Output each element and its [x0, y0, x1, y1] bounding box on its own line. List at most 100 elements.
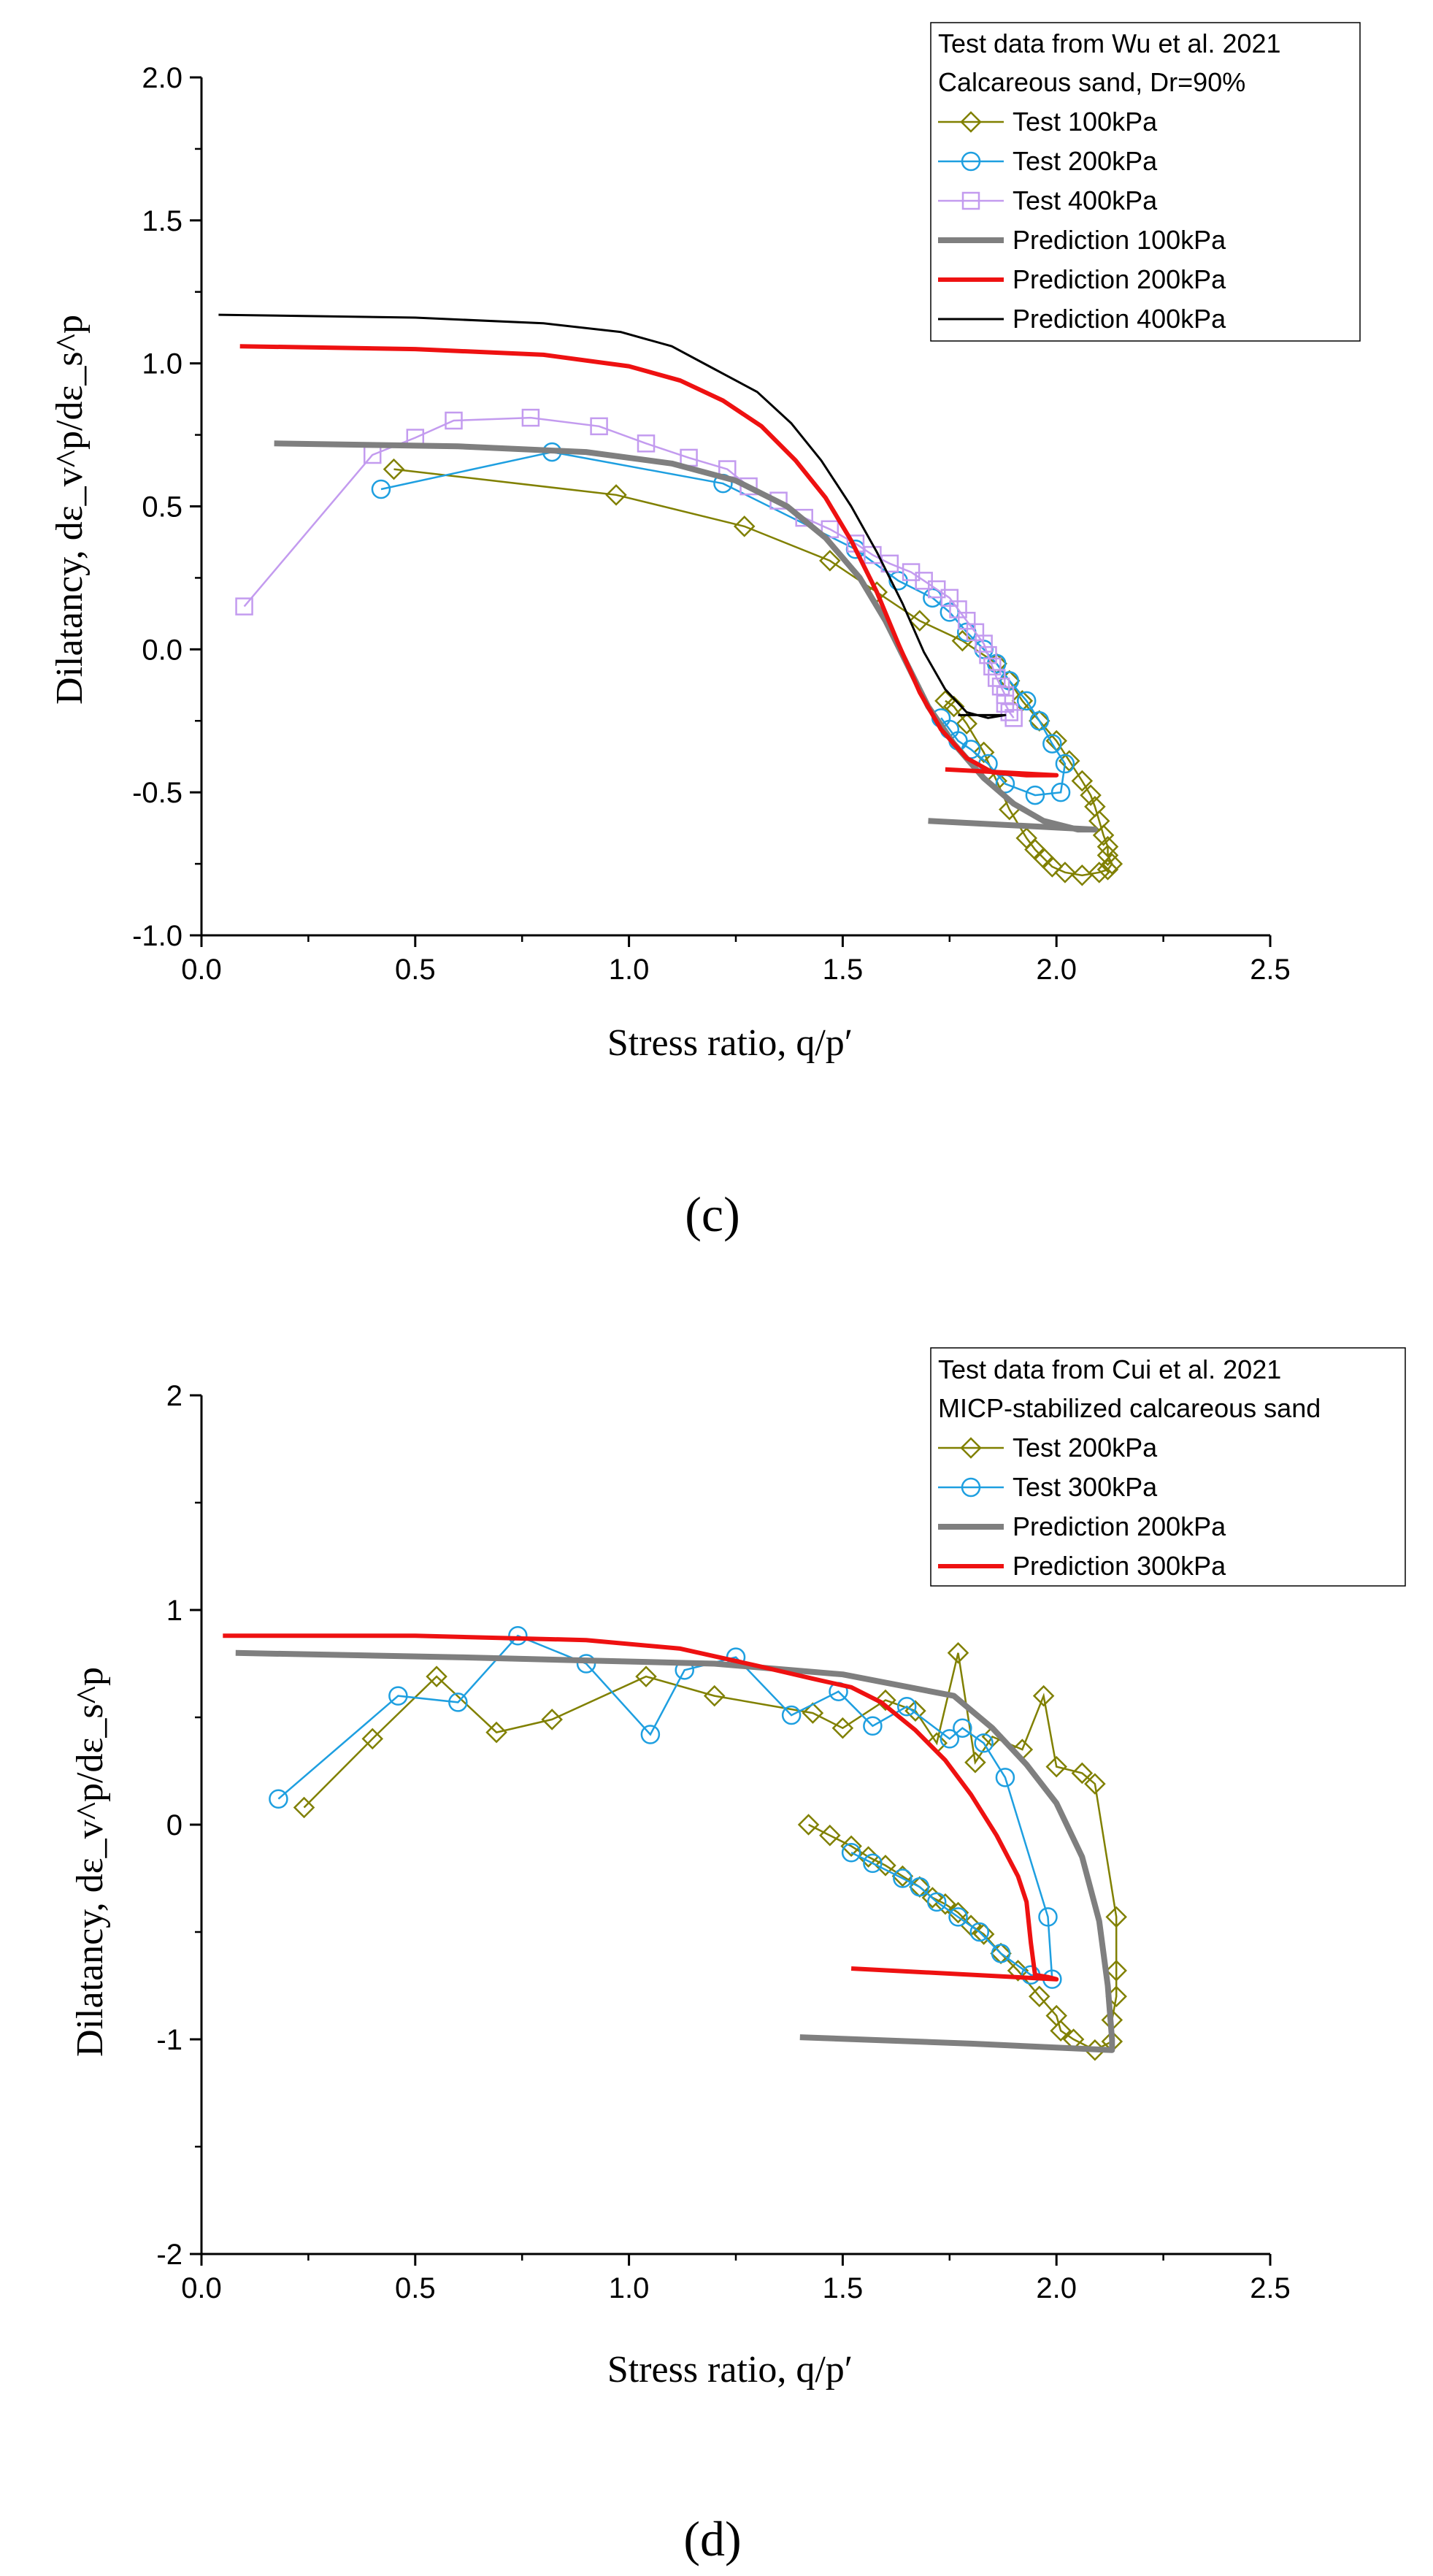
data-point: [590, 417, 608, 436]
legend-label: Prediction 200kPa: [1013, 1511, 1226, 1541]
legend-box-d: [930, 1347, 1406, 1587]
prediction-line: [218, 313, 1007, 719]
prediction-line: [235, 1649, 1115, 2053]
data-point: [841, 1842, 861, 1863]
data-point: [703, 1684, 726, 1707]
legend-item: Test 200kPa: [938, 146, 1158, 176]
data-point: [1105, 1960, 1127, 1982]
y-tick-label: 1: [166, 1595, 183, 1627]
data-point: [821, 520, 840, 539]
legend-label: Prediction 300kPa: [1013, 1551, 1226, 1581]
y-tick-label: -1: [156, 2024, 183, 2056]
legend-item: Prediction 400kPa: [938, 304, 1226, 334]
series-c-prediction-200kpa: [239, 344, 1059, 778]
data-point: [1071, 1762, 1094, 1785]
data-point: [1088, 862, 1110, 883]
panel-label-c: (c): [685, 1187, 739, 1242]
legend-label: Test 200kPa: [1013, 1433, 1158, 1463]
legend-item: Test 300kPa: [938, 1472, 1158, 1502]
data-point: [947, 1901, 969, 1924]
data-point: [1045, 1755, 1067, 1778]
data-point: [739, 477, 758, 496]
legend-header-line: Test data from Cui et al. 2021: [938, 1354, 1281, 1384]
data-point: [1015, 827, 1037, 849]
data-point: [951, 629, 974, 652]
legend-item: Prediction 300kPa: [938, 1551, 1226, 1581]
data-point: [637, 434, 656, 453]
x-tick-label: 2.0: [1036, 2272, 1077, 2304]
data-point: [371, 479, 391, 499]
legend-marker: [960, 111, 982, 133]
data-point: [445, 411, 463, 430]
data-point: [864, 545, 882, 564]
data-point: [953, 1718, 972, 1738]
data-point: [1004, 709, 1023, 727]
data-point: [948, 1907, 968, 1927]
data-point: [541, 1709, 563, 1730]
x-axis-title-d: Stress ratio, q/p′: [607, 2349, 853, 2391]
data-point: [388, 1686, 408, 1706]
data-point: [448, 1693, 468, 1712]
y-tick-label: 2: [166, 1380, 183, 1412]
data-point: [909, 610, 931, 632]
data-point: [1096, 844, 1119, 867]
data-point: [640, 1725, 661, 1744]
data-point: [802, 1702, 824, 1724]
x-tick-label: 0.5: [395, 2272, 436, 2304]
data-point: [983, 657, 1002, 676]
x-tick-label: 1.5: [823, 954, 864, 986]
legend-marker: [961, 151, 981, 172]
legend-item: Prediction 200kPa: [938, 1511, 1226, 1541]
data-point: [1032, 847, 1055, 870]
data-point: [940, 1729, 960, 1749]
y-tick-label: 0.0: [142, 634, 183, 666]
data-point: [795, 508, 813, 527]
plot-area-d: 0.0 0.5 1.0 1.5 2.0 2.5 -2 -1 0 1 2: [156, 1380, 1290, 2304]
y-tick-label: 1.5: [142, 205, 183, 237]
legend-label: Test 200kPa: [1013, 146, 1158, 176]
data-point: [893, 1868, 913, 1888]
data-point: [972, 741, 995, 764]
y-tick-label: -0.5: [132, 777, 183, 809]
data-point: [969, 1922, 990, 1942]
y-tick-label: 1.0: [142, 348, 183, 380]
data-point: [605, 484, 627, 506]
data-point: [635, 1665, 657, 1687]
data-point: [797, 1814, 820, 1836]
plot-area-c: 0.0 0.5 1.0 1.5 2.0 2.5 -1.0 -0.5 0.0 0.5 1.0 1.5 2.…: [132, 62, 1291, 986]
data-point: [426, 1665, 447, 1687]
series-line: [380, 451, 1067, 797]
data-point: [926, 1892, 947, 1912]
legend-item: Test 100kPa: [938, 107, 1158, 137]
data-point: [781, 1705, 802, 1725]
data-point: [1029, 711, 1050, 731]
data-point: [819, 550, 841, 572]
data-point: [896, 1697, 917, 1717]
legend-marker: [961, 191, 980, 210]
data-point: [875, 1689, 896, 1711]
data-point: [733, 515, 756, 537]
legend-item: Prediction 100kPa: [938, 225, 1226, 255]
prediction-line: [239, 344, 1059, 778]
x-tick-label: 1.0: [609, 954, 650, 986]
data-point: [840, 1835, 862, 1858]
chart-panel-d: 0.0 0.5 1.0 1.5 2.0 2.5 -2 -1 0 1 2 Test data from…: [69, 1347, 1406, 2567]
data-point: [521, 408, 540, 427]
legend-label: Prediction 200kPa: [1013, 264, 1226, 294]
data-point: [1000, 703, 1019, 721]
data-point: [1050, 782, 1071, 802]
data-point: [975, 635, 993, 653]
data-point: [974, 1733, 994, 1753]
data-point: [1025, 785, 1045, 805]
legend-box-c: [930, 22, 1361, 342]
data-point: [1105, 1906, 1127, 1928]
series-d-test-200kpa: [293, 1642, 1127, 2061]
legend-label: Test 100kPa: [1013, 107, 1158, 137]
data-point: [269, 1789, 288, 1809]
legend-label: Prediction 100kPa: [1013, 225, 1226, 255]
data-point: [1050, 2020, 1072, 2042]
legend-item: Test 200kPa: [938, 1433, 1158, 1463]
data-point: [831, 1717, 854, 1739]
series-d-prediction-300kpa: [223, 1633, 1059, 1982]
